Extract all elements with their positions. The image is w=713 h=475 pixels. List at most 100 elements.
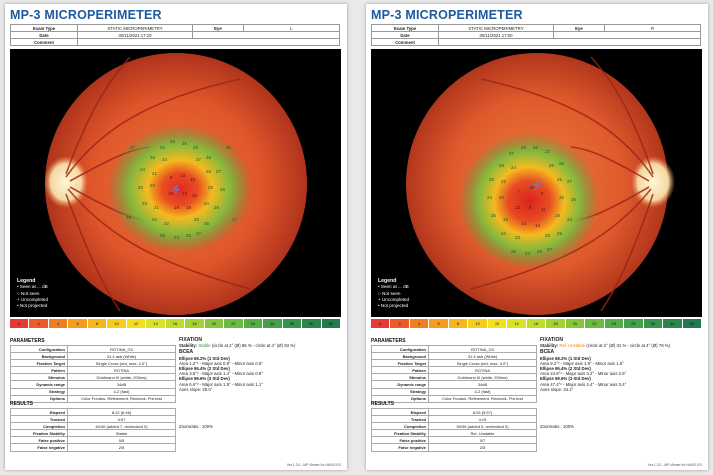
row-key: Pattern xyxy=(371,366,429,375)
footer-version: Ver.1.3.0 - MP Viewer for NAVIS-EX xyxy=(647,463,702,467)
svg-text:26: 26 xyxy=(182,141,187,146)
svg-text:26: 26 xyxy=(533,145,538,150)
svg-text:27: 27 xyxy=(130,145,135,150)
svg-text:24: 24 xyxy=(174,235,179,240)
row-value: 0/7 xyxy=(428,436,537,445)
svg-text:13: 13 xyxy=(535,223,540,228)
row-key: Completion xyxy=(10,422,68,431)
bcea-heading: Ellipse 95.4% (2 Std Dev) xyxy=(179,366,230,372)
table-row: Fixation Stability Stable xyxy=(10,429,176,438)
svg-text:26: 26 xyxy=(499,163,504,168)
date-label: Date xyxy=(10,31,78,39)
row-value: Goldmann III (white, 200ms) xyxy=(67,373,176,382)
svg-text:13: 13 xyxy=(180,173,185,178)
row-key: Background xyxy=(10,352,68,361)
eye-value: R xyxy=(604,24,701,32)
scale-cell: 4 xyxy=(409,319,430,328)
svg-text:25: 25 xyxy=(226,145,231,150)
parameters-table: Configuration ROTINA_G3 Background 31.4 asb… xyxy=(371,344,537,403)
row-key: Completion xyxy=(371,422,429,431)
row-key: Pattern xyxy=(10,366,68,375)
bcea-heading: Ellipse 68.2% (1 Std Dev) xyxy=(179,355,230,361)
table-row: Stimulus Goldmann III (white, 200ms) xyxy=(10,373,176,382)
table-row: Elapsed 8:12 (6:46) xyxy=(10,407,176,417)
svg-text:26: 26 xyxy=(206,169,211,174)
svg-text:10: 10 xyxy=(190,177,195,182)
row-value: 40/40 (added 7, rechecked 0) xyxy=(67,422,176,431)
row-key: Strategy xyxy=(10,387,68,396)
row-value: ROTINA xyxy=(67,366,176,375)
zoom-ratio: Zoomratio : 100% xyxy=(540,424,574,429)
row-value: 4-2 (fast) xyxy=(67,387,176,396)
bcea-line: Area 1.2°² - Major axis 0.8° - Minor axi… xyxy=(179,360,263,366)
row-value: Color Fundus, Refinement, Recheck, Pre-t… xyxy=(428,394,537,403)
vessels xyxy=(65,56,251,312)
svg-text:26: 26 xyxy=(571,197,576,202)
stability-value: Stable xyxy=(198,343,211,349)
svg-text:27: 27 xyxy=(567,179,572,184)
scale-cell: 6 xyxy=(429,319,449,328)
table-row: Fixation Stability Rel. Unstable xyxy=(371,429,537,438)
table-row: Elapsed 6:25 (5:57) xyxy=(371,407,537,417)
svg-text:14: 14 xyxy=(192,193,197,198)
row-value: 34dB xyxy=(67,380,176,389)
svg-text:24: 24 xyxy=(487,195,492,200)
svg-text:27: 27 xyxy=(547,247,552,252)
svg-text:25: 25 xyxy=(537,249,542,254)
row-value: Single Cross (red, max. 3.0°) xyxy=(428,359,537,368)
comment-label: Comment xyxy=(371,38,439,46)
eye-label: Eye xyxy=(192,24,244,32)
row-key: Stimulus xyxy=(10,373,68,382)
table-row: Background 31.4 asb (White) xyxy=(371,352,537,361)
results-heading: RESULTS xyxy=(10,401,33,407)
scale-cell: 2 xyxy=(29,319,49,328)
eye-label: Eye xyxy=(553,24,605,32)
row-value: 0/5 xyxy=(67,436,176,445)
fundus-image: 27 25 26 27 26 24 25 26 25 22 25 27 24 20 22 26 25 19… xyxy=(371,49,702,317)
sensitivity-scale: 0 2 4 6 8 10 12 14 16 18 20 22 24 26 28 30 32 xyxy=(371,319,702,328)
scale-cell: 30 xyxy=(302,319,322,328)
svg-text:10: 10 xyxy=(529,185,534,190)
report-title: MP-3 MICROPERIMETER xyxy=(10,8,162,22)
row-value: ROTINA_G3 xyxy=(428,344,537,354)
svg-text:25: 25 xyxy=(170,139,175,144)
table-row: False negative 2/5 xyxy=(10,443,176,452)
report-left-eye: MP-3 MICROPERIMETER Exam Type STATIC MIC… xyxy=(5,4,347,470)
fixation-panel: FIXATION Stability: Rel. Unstable (circl… xyxy=(540,337,671,392)
table-row: Dynamic range 34dB xyxy=(371,380,537,389)
row-key: False positive xyxy=(10,436,68,445)
scale-cell: 26 xyxy=(624,319,644,328)
row-key: Elapsed xyxy=(10,407,68,417)
stability-value: Rel. Unstable xyxy=(559,343,586,349)
svg-text:18: 18 xyxy=(186,205,191,210)
svg-text:12: 12 xyxy=(515,205,520,210)
fixation-cross-icon xyxy=(533,181,541,189)
svg-text:27: 27 xyxy=(509,151,514,156)
row-value: 31.4 asb (White) xyxy=(67,352,176,361)
row-value: Stable xyxy=(67,429,176,438)
table-row: Stimulus Goldmann III (white, 200ms) xyxy=(371,373,537,382)
scale-cell: 16 xyxy=(526,319,547,328)
results-table: Elapsed 8:12 (6:46) Tracked 4:57 Completion 4… xyxy=(10,407,176,452)
row-key: Dynamic range xyxy=(371,380,429,389)
bcea-line: Area 24.8°² - Major axis 3.2° - Minor ax… xyxy=(540,371,627,377)
comment-label: Comment xyxy=(10,38,78,46)
row-key: Tracked xyxy=(10,415,68,424)
scale-cell: 2 xyxy=(390,319,410,328)
table-row: Background 31.4 asb (White) xyxy=(10,352,176,361)
bcea-heading: Ellipse 95.4% (2 Std Dev) xyxy=(540,366,591,372)
footer-version: Ver.1.3.0 - MP Viewer for NAVIS-EX xyxy=(286,463,341,467)
svg-text:26: 26 xyxy=(220,187,225,192)
row-key: Tracked xyxy=(371,415,429,424)
parameters-heading: PARAMETERS xyxy=(10,338,45,344)
scale-cell: 0 xyxy=(371,319,391,328)
row-value: Rel. Unstable xyxy=(428,429,537,438)
scale-cell: 12 xyxy=(487,319,508,328)
table-row: Pattern ROTINA xyxy=(10,366,176,375)
scale-cell: 30 xyxy=(663,319,683,328)
svg-text:20: 20 xyxy=(499,195,504,200)
svg-text:22: 22 xyxy=(501,179,506,184)
svg-text:12: 12 xyxy=(182,191,187,196)
exam-type-value: STATIC MICROPERIMETRY xyxy=(438,24,554,32)
scale-cell: 10 xyxy=(468,319,488,328)
